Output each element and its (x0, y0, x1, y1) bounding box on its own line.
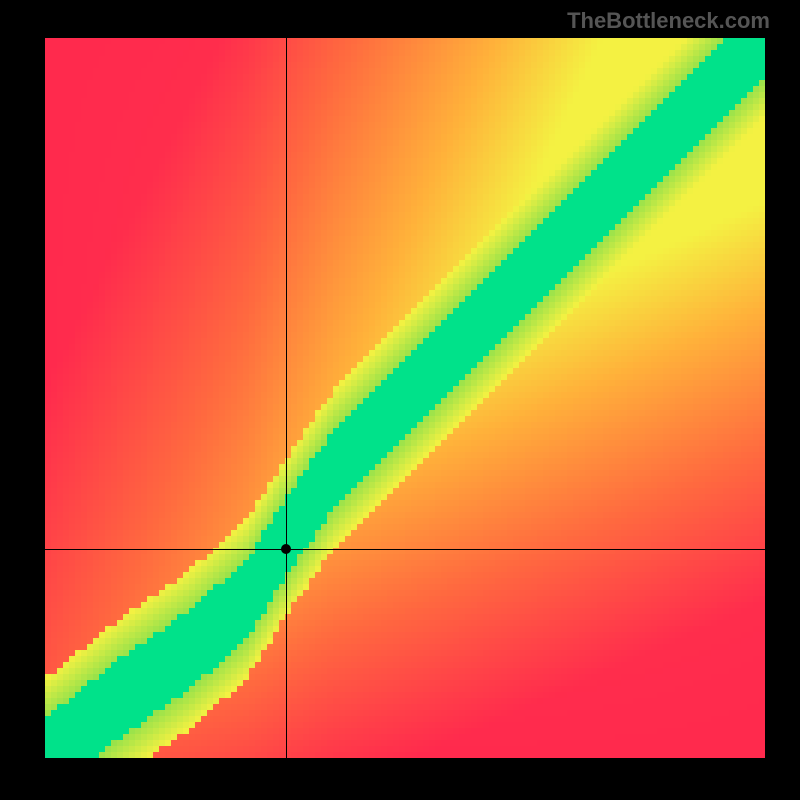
watermark-text: TheBottleneck.com (567, 8, 770, 34)
crosshair-vertical (286, 38, 287, 758)
chart-container: { "watermark": { "text": "TheBottleneck.… (0, 0, 800, 800)
crosshair-horizontal (45, 549, 765, 550)
bottleneck-heatmap (45, 38, 765, 758)
